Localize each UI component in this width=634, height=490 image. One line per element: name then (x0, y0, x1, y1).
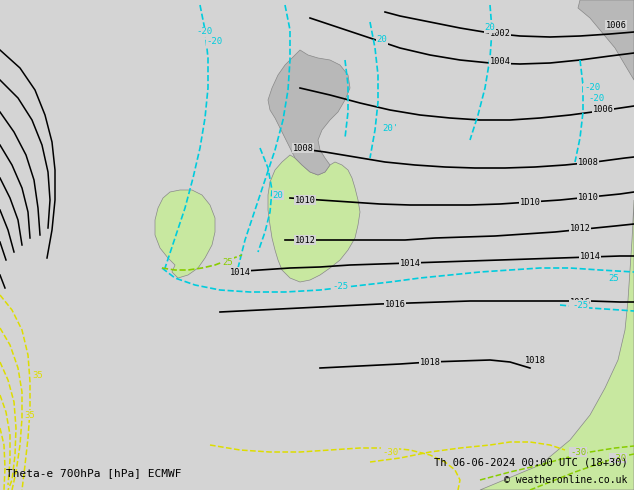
Polygon shape (155, 190, 215, 278)
Text: 1012: 1012 (569, 223, 590, 232)
Text: 1008: 1008 (578, 157, 598, 167)
Text: 1016: 1016 (569, 297, 590, 307)
Text: -25: -25 (572, 300, 588, 310)
Text: 1010: 1010 (295, 196, 316, 204)
Text: 35: 35 (25, 411, 36, 419)
Text: 35: 35 (32, 370, 43, 379)
Text: -20: -20 (584, 83, 600, 93)
Text: -20: -20 (207, 38, 223, 47)
Text: -30: -30 (570, 447, 586, 457)
Polygon shape (268, 50, 350, 175)
Text: 1004: 1004 (489, 57, 510, 67)
Text: 1014: 1014 (579, 251, 600, 261)
Text: Theta-e 700hPa [hPa] ECMWF: Theta-e 700hPa [hPa] ECMWF (6, 468, 182, 478)
Text: Th 06-06-2024 00:00 UTC (18+30): Th 06-06-2024 00:00 UTC (18+30) (434, 458, 628, 468)
Text: -25: -25 (332, 281, 348, 291)
Text: 20': 20' (382, 123, 398, 132)
Text: 20: 20 (484, 24, 495, 32)
Text: 20: 20 (273, 191, 283, 199)
Text: 1008: 1008 (292, 144, 313, 152)
Text: 1002: 1002 (489, 29, 510, 39)
Text: 1014: 1014 (230, 268, 250, 276)
Text: -30: -30 (382, 447, 398, 457)
Text: -20: -20 (588, 94, 604, 102)
Text: © weatheronline.co.uk: © weatheronline.co.uk (504, 475, 628, 485)
Text: 1D10: 1D10 (519, 197, 541, 206)
Text: 1006: 1006 (593, 104, 614, 114)
Polygon shape (480, 200, 634, 490)
Text: 1018: 1018 (524, 356, 545, 365)
Text: 25: 25 (609, 273, 619, 283)
Text: 20: 20 (377, 35, 387, 45)
Text: 1012: 1012 (295, 236, 316, 245)
Text: 1010: 1010 (578, 193, 598, 201)
Polygon shape (268, 155, 360, 282)
Text: 25: 25 (223, 258, 233, 267)
Text: 1014: 1014 (399, 259, 420, 268)
Text: 1006: 1006 (605, 21, 626, 29)
Polygon shape (578, 0, 634, 80)
Text: -30: -30 (610, 454, 626, 463)
Text: 1016: 1016 (384, 299, 406, 309)
Text: -20: -20 (197, 27, 213, 36)
Text: 1018: 1018 (420, 358, 441, 367)
